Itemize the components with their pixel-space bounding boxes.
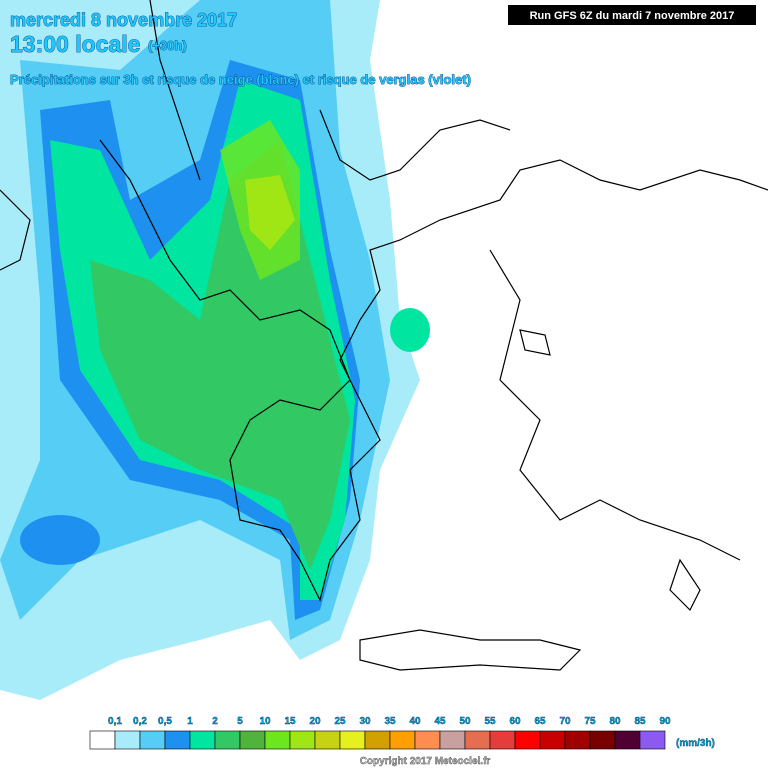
legend-swatch [539,730,566,750]
legend-swatch [564,730,591,750]
legend-swatch [364,730,391,750]
legend-swatch [389,730,416,750]
legend-label: 55 [484,716,496,727]
legend-swatch [314,730,341,750]
legend-swatch [614,730,641,750]
legend-swatch [139,730,166,750]
legend-swatch [339,730,366,750]
legend-label: 45 [434,716,446,727]
legend-swatch [639,730,666,750]
legend-label: 35 [384,716,396,727]
legend-swatch [214,730,241,750]
legend-swatch [164,730,191,750]
legend-swatch [439,730,466,750]
legend-label: 15 [284,716,296,727]
coastlines [0,0,768,671]
legend-label: 0,5 [158,716,172,727]
legend-label: 60 [509,716,521,727]
legend-label: 20 [309,716,321,727]
legend-swatch [489,730,516,750]
legend-unit: (mm/3h) [676,738,715,749]
legend-swatch [89,730,116,750]
legend-label: 90 [659,716,671,727]
forecast-date: mercredi 8 novembre 2017 [10,10,237,30]
run-box [508,5,756,25]
legend-label: 80 [609,716,621,727]
run-info: Run GFS 6Z du mardi 7 novembre 2017 [530,10,735,22]
legend-label: 50 [459,716,471,727]
forecast-time: 13:00 locale [10,31,140,57]
legend-label: 65 [534,716,546,727]
legend-swatch [289,730,316,750]
legend-label: 25 [334,716,346,727]
legend-swatch [464,730,491,750]
subtitle: Précipitations sur 3h et risque de neige… [10,72,471,87]
legend-swatch [114,730,141,750]
legend-swatch [264,730,291,750]
legend-swatch [189,730,216,750]
legend-label: 70 [559,716,571,727]
legend-label: 2 [212,716,218,727]
legend-swatch [514,730,541,750]
legend: 0,1 0,2 0,5 1 2 5 10 15 20 25 30 35 40 45 50 55 60 65 70 75… [89,716,671,750]
legend-label: 1 [187,716,193,727]
lead-time: (+30h) [148,38,187,53]
legend-label: 0,2 [133,716,147,727]
legend-swatch [239,730,266,750]
legend-swatch [414,730,441,750]
copyright: Copyright 2017 Meteociel.fr [360,756,491,767]
legend-label: 75 [584,716,596,727]
precipitation-field [0,0,430,700]
legend-label: 85 [634,716,646,727]
legend-label: 30 [359,716,371,727]
legend-label: 40 [409,716,421,727]
legend-label: 0,1 [108,716,122,727]
legend-swatch [589,730,616,750]
legend-label: 10 [259,716,271,727]
legend-label: 5 [237,716,243,727]
